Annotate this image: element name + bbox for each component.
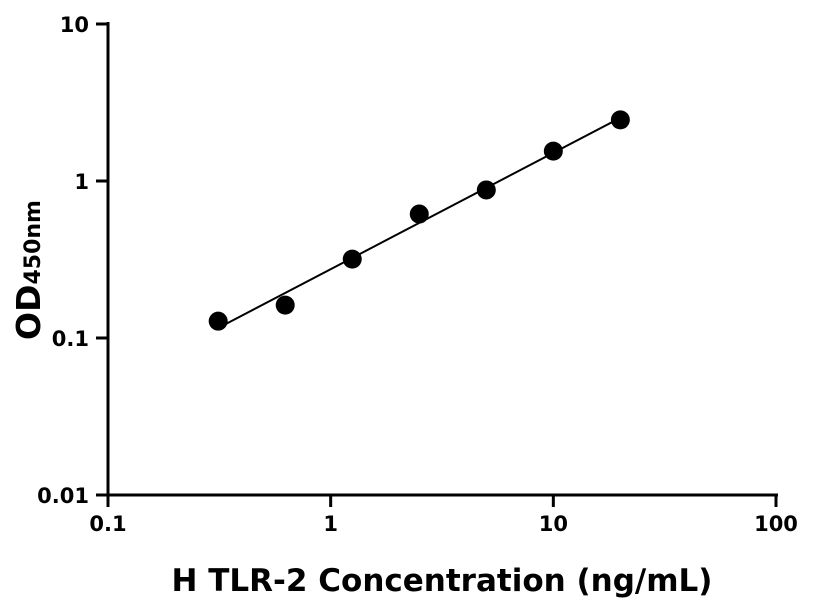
y-axis-label: OD450nm xyxy=(9,200,48,340)
x-axis-label: H TLR-2 Concentration (ng/mL) xyxy=(172,563,713,599)
y-axis-label-sub: 450nm xyxy=(21,200,46,285)
data-point xyxy=(543,141,563,161)
x-tick-label: 1 xyxy=(323,512,338,536)
y-tick-label: 0.01 xyxy=(37,484,89,508)
data-point xyxy=(476,180,496,200)
x-tick-label: 100 xyxy=(754,512,798,536)
data-point xyxy=(409,204,429,224)
data-point xyxy=(342,249,362,269)
data-point xyxy=(208,311,228,331)
y-tick-label: 1 xyxy=(74,170,89,194)
x-tick-label: 0.1 xyxy=(89,512,126,536)
data-point xyxy=(610,110,630,130)
y-tick-label: 10 xyxy=(60,13,89,37)
axes xyxy=(106,22,778,497)
y-tick-label: 0.1 xyxy=(52,327,89,351)
data-point xyxy=(275,295,295,315)
x-tick-label: 10 xyxy=(539,512,568,536)
y-axis-label-main: OD xyxy=(9,285,48,340)
